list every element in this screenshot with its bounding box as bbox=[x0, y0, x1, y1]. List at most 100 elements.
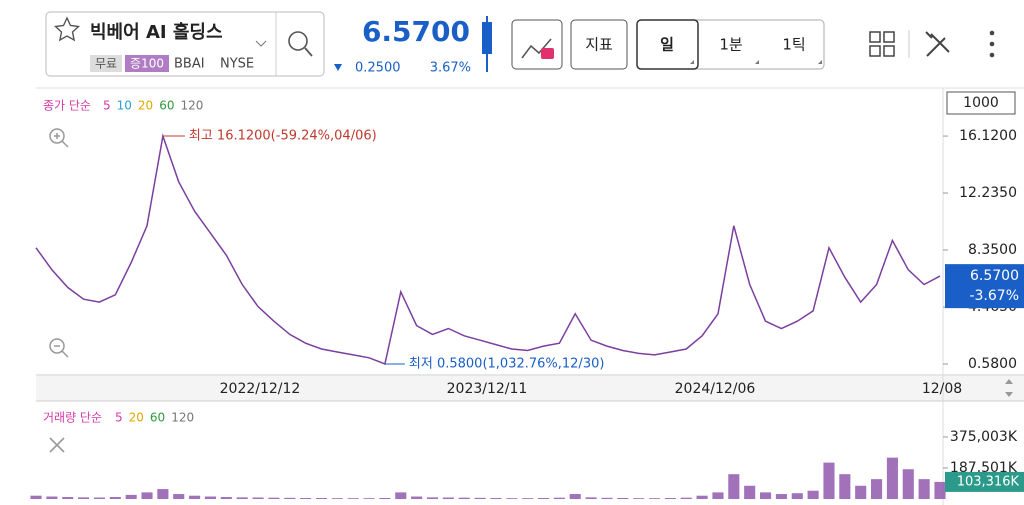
tag: 무료 bbox=[95, 57, 117, 71]
legend-entry: 120 bbox=[171, 411, 194, 425]
legend-entry: 10 bbox=[117, 99, 132, 113]
volume-bar bbox=[601, 497, 613, 499]
volume-bar bbox=[759, 492, 772, 499]
volume-bar bbox=[236, 497, 248, 499]
chart-icon bbox=[521, 38, 552, 59]
volume-bar bbox=[490, 498, 502, 499]
volume-bar bbox=[775, 494, 787, 499]
last-volume-tag bbox=[945, 471, 1024, 492]
tag-bg bbox=[90, 55, 122, 72]
candle-icon bbox=[482, 22, 492, 54]
volume-bar bbox=[569, 494, 581, 499]
price-line bbox=[35, 133, 941, 366]
legend-entry: 60 bbox=[150, 411, 165, 425]
volume-bar bbox=[78, 497, 90, 499]
tag: NYSE bbox=[220, 57, 254, 72]
volume-bar bbox=[395, 492, 407, 499]
x-tick-label: 12/08 bbox=[922, 381, 962, 397]
tag: BBAI bbox=[174, 57, 205, 72]
indicator-label: 거래량 단순 bbox=[43, 411, 102, 425]
volume-bar bbox=[871, 479, 883, 499]
volume-bar bbox=[268, 497, 280, 499]
volume-bar bbox=[807, 490, 819, 499]
volume-bar bbox=[902, 469, 914, 499]
last-price-label: 6.5700 bbox=[970, 268, 1019, 284]
high-annotation: 최고 16.1200(-59.24%,04/06) bbox=[189, 129, 377, 144]
volume-bar bbox=[934, 481, 946, 499]
search-icon[interactable] bbox=[288, 31, 308, 51]
volume-bar bbox=[648, 498, 661, 499]
x-tick-label: 2024/12/06 bbox=[675, 381, 756, 397]
zoom-out[interactable] bbox=[49, 338, 69, 358]
volume-bar bbox=[204, 496, 217, 499]
indicator-label: 종가 단순 bbox=[43, 99, 91, 113]
settings-icon[interactable] bbox=[925, 31, 950, 57]
volume-bar bbox=[189, 495, 201, 499]
volume-bar bbox=[474, 497, 486, 499]
button-label[interactable]: 1분 bbox=[719, 36, 743, 54]
y-tick-label: 0.5800 bbox=[968, 356, 1017, 372]
legend-entry: 5 bbox=[115, 411, 123, 425]
volume-bar bbox=[30, 495, 42, 499]
volume-bar bbox=[918, 479, 930, 499]
last-change-label: -3.67% bbox=[969, 288, 1019, 304]
volume-bar bbox=[315, 498, 328, 499]
background bbox=[36, 0, 1024, 505]
last-volume-label: 103,316K bbox=[957, 474, 1020, 489]
volume-bar bbox=[284, 497, 296, 499]
button-label[interactable]: 일 bbox=[660, 36, 674, 54]
down-arrow bbox=[334, 64, 342, 71]
volume-bar bbox=[347, 498, 359, 499]
volume-bar bbox=[220, 497, 232, 499]
volume-bar bbox=[426, 497, 439, 499]
volume-bar bbox=[855, 485, 867, 499]
volume-bar bbox=[553, 497, 565, 499]
stock-name: 빅베어 AI 홀딩스 bbox=[90, 21, 223, 43]
favorite-star[interactable] bbox=[53, 16, 81, 42]
volume-bar bbox=[886, 457, 898, 499]
volume-bar bbox=[141, 492, 153, 499]
volume-bar bbox=[664, 498, 676, 499]
price-change: 0.2500 bbox=[355, 61, 401, 76]
zoom-in[interactable] bbox=[49, 128, 69, 148]
volume-bar bbox=[696, 495, 708, 499]
dropdown[interactable] bbox=[255, 40, 267, 47]
volume-bar bbox=[823, 462, 835, 499]
x-axis-bg bbox=[36, 376, 1024, 401]
volume-bar bbox=[633, 498, 645, 499]
volume-bar bbox=[442, 497, 454, 499]
volume-bar bbox=[744, 485, 756, 499]
legend-entry: 120 bbox=[180, 99, 203, 113]
tag: 증100 bbox=[130, 57, 164, 71]
scale-box-label: 1000 bbox=[963, 95, 999, 111]
legend-entry: 20 bbox=[138, 99, 153, 113]
volume-bar bbox=[173, 494, 185, 499]
legend-entry: 60 bbox=[159, 99, 174, 113]
chart-button[interactable] bbox=[511, 19, 563, 70]
close-indicator[interactable] bbox=[49, 437, 65, 453]
button-label[interactable]: 1틱 bbox=[782, 36, 805, 54]
volume-bar bbox=[728, 474, 740, 499]
layout-icon[interactable] bbox=[869, 31, 895, 57]
volume-bar bbox=[617, 498, 629, 499]
volume-bar bbox=[93, 497, 105, 499]
volume-bar bbox=[522, 498, 534, 499]
more-icon[interactable] bbox=[989, 30, 995, 58]
last-price-tag bbox=[945, 264, 1024, 309]
corner-marks bbox=[690, 60, 822, 64]
indicator-button[interactable] bbox=[570, 19, 628, 70]
tag-bg bbox=[125, 55, 169, 72]
low-annotation: 최저 0.5800(1,032.76%,12/30) bbox=[409, 356, 605, 371]
volume-bar bbox=[331, 498, 343, 499]
volume-bar bbox=[109, 497, 121, 499]
scroll-arrows[interactable] bbox=[1005, 379, 1013, 397]
volume-bar bbox=[300, 498, 312, 499]
scale-box[interactable] bbox=[946, 91, 1016, 115]
x-tick-label: 2022/12/12 bbox=[220, 381, 301, 397]
volume-bar bbox=[712, 492, 724, 499]
volume-bar bbox=[363, 498, 375, 499]
period-button-active[interactable] bbox=[636, 19, 699, 70]
volume-bar bbox=[62, 497, 74, 499]
search-icon bbox=[304, 47, 313, 57]
